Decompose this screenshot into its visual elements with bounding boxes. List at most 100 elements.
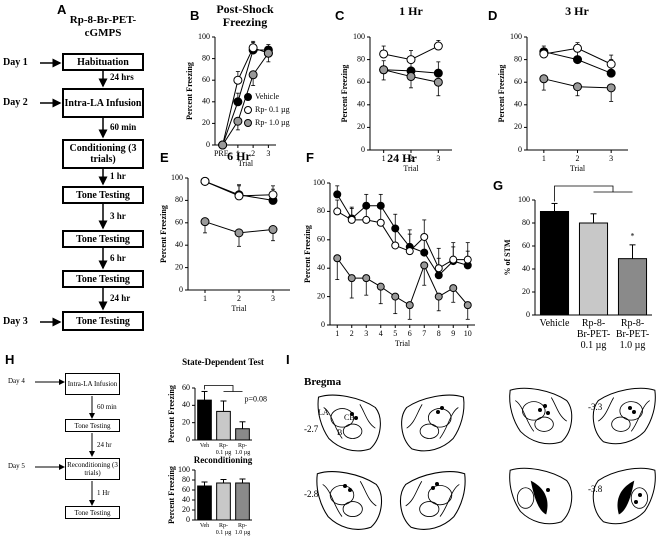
x-tick-label: Rp-8- Br-PET- 1.0 µg bbox=[615, 318, 650, 351]
marker bbox=[606, 68, 616, 78]
flow-step: Conditioning (3 trials) bbox=[62, 139, 144, 169]
y-tick-label: 0 bbox=[186, 435, 190, 444]
interval-label: 60 min bbox=[110, 122, 137, 132]
y-tick-label: 60 bbox=[317, 235, 325, 244]
y-tick-label: 20 bbox=[514, 122, 522, 131]
x-tick-label: Rp- 0.1 µg bbox=[215, 523, 232, 536]
marker bbox=[606, 59, 616, 69]
chart-title: 6 Hr bbox=[227, 149, 251, 163]
y-axis-label: % of STM bbox=[503, 239, 512, 275]
y-tick-label: 0 bbox=[179, 285, 183, 294]
y-tick-label: 100 bbox=[510, 32, 522, 41]
marker bbox=[406, 55, 416, 65]
y-tick-label: 100 bbox=[198, 32, 210, 41]
chart-title: Reconditioning bbox=[193, 455, 253, 465]
x-tick-label: Vehicle bbox=[539, 318, 570, 329]
y-tick-label: 20 bbox=[182, 417, 190, 426]
interval-label: 24 hr bbox=[97, 441, 112, 449]
y-axis-label: Percent Freezing bbox=[167, 466, 176, 524]
y-tick-label: 60 bbox=[522, 241, 530, 250]
marker bbox=[606, 83, 616, 93]
interval-label: 6 hr bbox=[110, 253, 126, 263]
flow-step: Tone Testing bbox=[62, 270, 144, 288]
y-tick-label: 40 bbox=[202, 97, 210, 106]
bregma-level: -2.8 bbox=[304, 489, 319, 499]
x-axis-label: Trial bbox=[403, 164, 419, 173]
series-line bbox=[336, 194, 468, 277]
y-tick-label: 0 bbox=[206, 140, 210, 149]
region-label: LA bbox=[318, 408, 329, 417]
x-tick-label: 1 bbox=[335, 329, 339, 338]
marker bbox=[434, 292, 443, 301]
series-line bbox=[336, 210, 468, 269]
x-tick-label: 2 bbox=[576, 154, 580, 163]
x-tick-label: 1 bbox=[236, 149, 240, 158]
marker bbox=[463, 255, 472, 264]
y-axis-label: Percent Freezing bbox=[185, 62, 194, 120]
flow-step: Intra-LA Infusion bbox=[65, 373, 120, 395]
y-tick-label: 20 bbox=[175, 262, 183, 271]
marker bbox=[391, 292, 400, 301]
legend-marker bbox=[244, 119, 252, 127]
marker bbox=[405, 301, 414, 310]
marker bbox=[376, 218, 385, 227]
x-tick-label: 4 bbox=[379, 329, 383, 338]
y-tick-label: 60 bbox=[175, 218, 183, 227]
marker bbox=[539, 74, 549, 84]
bregma-level: -3.3 bbox=[588, 402, 603, 412]
annotation: * bbox=[631, 232, 635, 241]
marker bbox=[539, 49, 549, 59]
marker bbox=[200, 176, 210, 186]
day-label: Day 5 bbox=[8, 462, 25, 470]
x-tick-label: Veh bbox=[199, 523, 210, 529]
y-tick-label: 40 bbox=[175, 240, 183, 249]
y-tick-label: 60 bbox=[514, 77, 522, 86]
x-tick-label: 6 bbox=[408, 329, 412, 338]
flow-arrows-a bbox=[40, 58, 108, 327]
bregma-level: -2.7 bbox=[304, 424, 319, 434]
marker bbox=[449, 284, 458, 293]
x-tick-label: 2 bbox=[350, 329, 354, 338]
y-tick-label: 80 bbox=[522, 218, 530, 227]
y-tick-label: 40 bbox=[317, 263, 325, 272]
series-line bbox=[222, 47, 269, 146]
flow-step: Tone Testing bbox=[62, 311, 144, 331]
brain-title: Bregma bbox=[304, 376, 342, 388]
panel-label: F bbox=[306, 150, 314, 165]
y-tick-label: 80 bbox=[317, 206, 325, 215]
x-tick-label: 2 bbox=[251, 149, 255, 158]
x-tick-label: 10 bbox=[464, 329, 472, 338]
panel-label: G bbox=[493, 178, 504, 193]
x-tick-label: 3 bbox=[271, 294, 275, 303]
marker bbox=[268, 190, 278, 200]
y-tick-label: 100 bbox=[353, 32, 365, 41]
flow-step: Reconditioning (3 trials) bbox=[65, 458, 120, 480]
series-line bbox=[336, 257, 469, 306]
y-tick-label: 60 bbox=[182, 383, 190, 392]
y-tick-label: 40 bbox=[182, 400, 190, 409]
bar bbox=[216, 482, 231, 521]
y-tick-label: 60 bbox=[202, 75, 210, 84]
bar bbox=[235, 428, 250, 441]
marker bbox=[233, 97, 243, 107]
marker bbox=[234, 191, 244, 201]
marker bbox=[406, 72, 416, 82]
panel-label: D bbox=[488, 8, 498, 23]
bracket bbox=[554, 185, 633, 202]
x-tick-label: 3 bbox=[436, 154, 440, 163]
y-tick-label: 0 bbox=[526, 310, 530, 319]
y-tick-label: 100 bbox=[171, 173, 183, 182]
marker bbox=[347, 274, 356, 283]
bar bbox=[539, 211, 570, 316]
marker bbox=[248, 43, 258, 53]
panel-label: C bbox=[335, 8, 345, 23]
y-tick-label: 100 bbox=[313, 178, 325, 187]
y-tick-label: 20 bbox=[202, 118, 210, 127]
interval-label: 1 Hr bbox=[97, 489, 110, 497]
x-tick-label: 1 bbox=[542, 154, 546, 163]
marker bbox=[347, 215, 356, 224]
y-axis-label: Percent Freezing bbox=[167, 385, 176, 443]
x-tick-label: 3 bbox=[609, 154, 613, 163]
